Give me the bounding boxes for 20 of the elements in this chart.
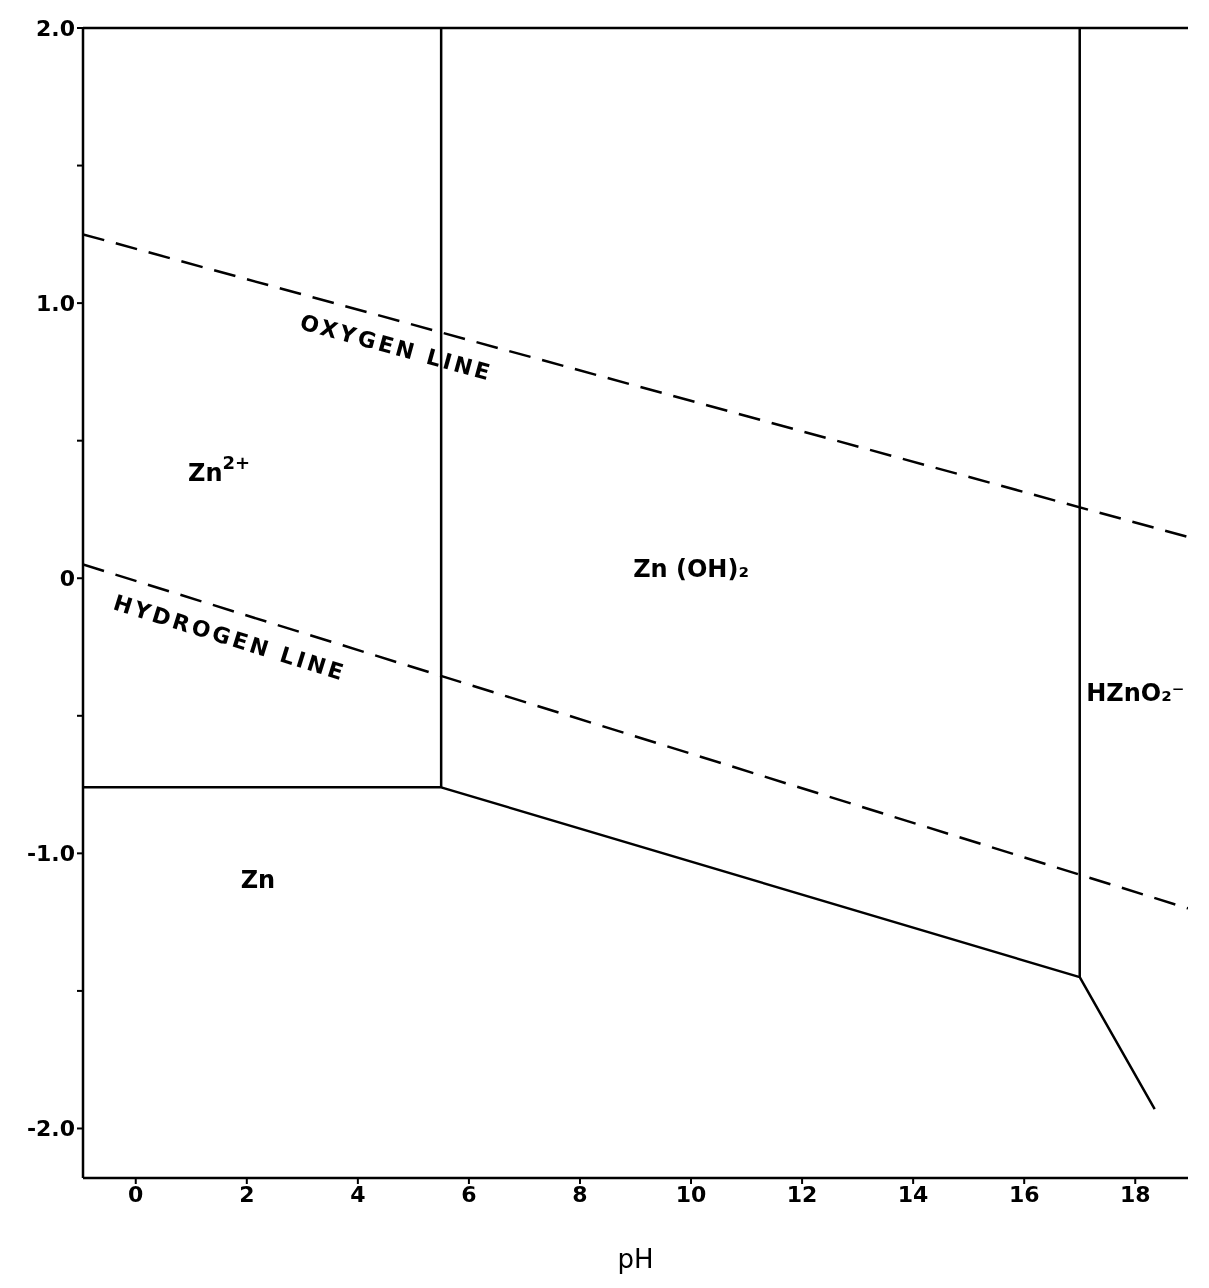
x-tick-label: 10 — [675, 1181, 707, 1207]
x-tick-label: 2 — [239, 1181, 255, 1207]
y-tick-label: -1.0 — [26, 841, 75, 867]
annotation: Zn (OH)₂ — [633, 554, 749, 583]
x-axis-title: pH — [617, 1244, 654, 1274]
y-tick-label: 2.0 — [36, 15, 75, 41]
x-tick-label: 12 — [786, 1181, 818, 1207]
y-tick-label: 1.0 — [36, 290, 75, 316]
x-tick-label: 4 — [350, 1181, 366, 1207]
y-tick-label: -2.0 — [26, 1116, 75, 1142]
x-tick-label: 18 — [1119, 1181, 1151, 1207]
x-tick-label: 6 — [461, 1181, 477, 1207]
x-tick-label: 16 — [1008, 1181, 1040, 1207]
x-tick-label: 14 — [897, 1181, 929, 1207]
annotation: HZnO₂⁻ — [1086, 678, 1185, 707]
annotation: Zn$^{2+}$ — [187, 451, 251, 487]
y-tick-label: 0 — [59, 566, 75, 592]
annotation: Zn — [240, 865, 276, 894]
x-tick-label: 8 — [572, 1181, 588, 1207]
x-tick-label: 0 — [128, 1181, 144, 1207]
